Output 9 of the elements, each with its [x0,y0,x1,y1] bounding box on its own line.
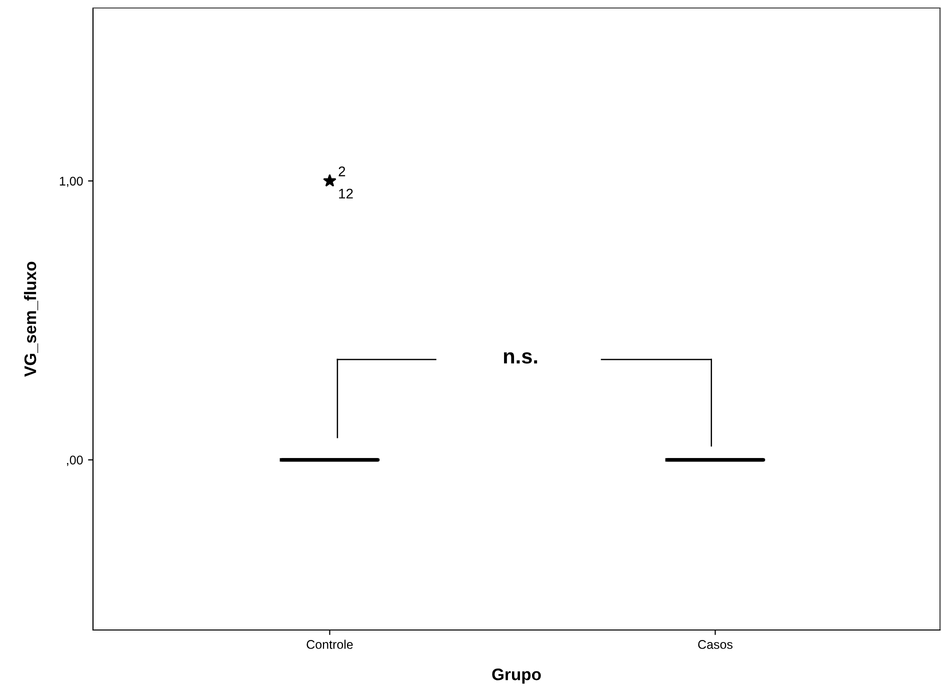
x-tick-label: Controle [306,640,353,649]
annotation: 2 [338,166,346,176]
y-tick-label: ,00 [67,456,83,466]
y-tick-label: 1,00 [60,176,83,188]
annotation: 12 [339,188,353,198]
x-tick-label: Casos [698,640,733,649]
annotation: n.s. [504,352,538,364]
y-axis-title: VG_sem_fluxo [24,262,38,377]
x-axis-title: Grupo [492,668,541,684]
